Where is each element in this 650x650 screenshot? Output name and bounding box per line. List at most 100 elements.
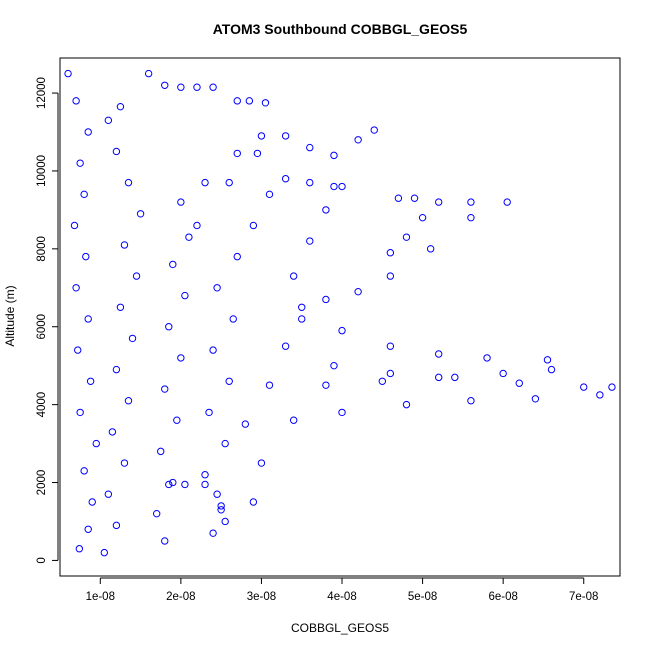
data-point bbox=[386, 249, 395, 257]
data-point bbox=[173, 416, 181, 424]
data-point bbox=[76, 408, 84, 417]
data-point bbox=[64, 69, 72, 78]
data-point bbox=[88, 498, 96, 506]
data-point bbox=[152, 509, 161, 518]
data-point bbox=[209, 529, 217, 537]
series-group bbox=[257, 126, 378, 160]
data-point bbox=[281, 342, 290, 350]
data-point bbox=[410, 194, 419, 202]
data-point bbox=[225, 178, 233, 187]
data-point bbox=[120, 241, 129, 249]
x-tick-label: 4e-08 bbox=[327, 591, 356, 603]
data-point bbox=[503, 198, 511, 206]
data-point bbox=[185, 233, 193, 241]
data-point bbox=[322, 206, 330, 214]
data-point bbox=[306, 143, 314, 152]
data-point bbox=[245, 97, 254, 105]
x-axis-label: COBBGL_GEOS5 bbox=[291, 621, 389, 635]
data-point bbox=[169, 478, 177, 487]
data-point bbox=[289, 272, 298, 280]
data-point bbox=[435, 373, 443, 382]
data-point bbox=[394, 194, 403, 202]
data-point bbox=[467, 198, 475, 206]
data-point bbox=[253, 149, 262, 158]
data-point bbox=[378, 377, 387, 385]
series-group bbox=[165, 480, 229, 526]
data-point bbox=[116, 303, 125, 311]
data-point bbox=[193, 83, 201, 91]
x-tick-label: 6e-08 bbox=[488, 591, 517, 603]
data-point bbox=[70, 221, 79, 230]
data-point bbox=[306, 237, 314, 245]
data-point bbox=[531, 395, 540, 403]
data-point bbox=[402, 400, 411, 409]
data-point bbox=[116, 102, 125, 111]
data-point bbox=[221, 517, 229, 526]
data-point bbox=[100, 548, 109, 557]
y-tick-label: 0 bbox=[36, 557, 48, 563]
data-point bbox=[144, 69, 153, 78]
data-point bbox=[298, 303, 306, 311]
data-point bbox=[281, 175, 290, 183]
points-layer bbox=[64, 69, 616, 557]
data-point bbox=[80, 467, 88, 475]
data-point bbox=[265, 381, 274, 389]
data-point bbox=[241, 420, 250, 428]
data-point bbox=[265, 190, 274, 199]
data-point bbox=[386, 342, 395, 350]
data-point bbox=[608, 383, 616, 391]
data-point bbox=[124, 178, 133, 187]
series-group bbox=[289, 361, 616, 424]
data-point bbox=[298, 315, 306, 323]
series-group bbox=[298, 315, 556, 389]
data-point bbox=[112, 147, 121, 156]
data-point bbox=[177, 198, 185, 206]
data-point bbox=[84, 525, 92, 533]
data-point bbox=[201, 471, 209, 479]
x-tick-label: 7e-08 bbox=[569, 591, 598, 603]
chart-title: ATOM3 Southbound COBBGL_GEOS5 bbox=[213, 21, 468, 37]
y-tick-label: 10000 bbox=[36, 155, 48, 187]
data-point bbox=[209, 83, 217, 91]
data-point bbox=[338, 182, 346, 191]
data-point bbox=[596, 391, 604, 399]
data-point bbox=[418, 213, 427, 222]
data-point bbox=[169, 260, 177, 269]
data-point bbox=[233, 149, 241, 158]
data-point bbox=[221, 439, 229, 448]
data-point bbox=[233, 97, 241, 105]
data-point bbox=[74, 346, 82, 354]
x-axis: 1e-08 2e-08 3e-08 4e-08 5e-08 6e-08 7e-08 bbox=[86, 577, 598, 603]
data-point bbox=[112, 521, 121, 530]
data-point bbox=[165, 480, 173, 489]
x-tick-label: 5e-08 bbox=[408, 591, 437, 603]
data-point bbox=[128, 334, 137, 343]
data-point bbox=[547, 365, 556, 374]
data-point bbox=[306, 178, 314, 187]
data-point bbox=[104, 116, 113, 125]
data-point bbox=[467, 397, 475, 405]
data-point bbox=[72, 284, 80, 292]
data-point bbox=[213, 284, 221, 292]
data-point bbox=[80, 190, 88, 199]
data-point bbox=[386, 272, 395, 280]
y-tick-label: 12000 bbox=[36, 77, 48, 109]
data-point bbox=[354, 287, 362, 296]
series-group bbox=[233, 149, 262, 158]
data-point bbox=[205, 408, 213, 417]
x-tick-label: 3e-08 bbox=[247, 591, 276, 603]
data-point bbox=[435, 350, 443, 358]
data-point bbox=[92, 439, 100, 448]
data-point bbox=[330, 151, 338, 160]
series-group bbox=[100, 102, 145, 557]
data-point bbox=[483, 354, 491, 362]
data-point bbox=[402, 233, 411, 241]
data-point bbox=[229, 315, 237, 323]
data-point bbox=[249, 498, 258, 506]
data-point bbox=[136, 210, 145, 218]
data-point bbox=[177, 354, 185, 362]
data-point bbox=[217, 502, 225, 510]
data-point bbox=[386, 369, 395, 378]
series-group bbox=[144, 69, 217, 91]
